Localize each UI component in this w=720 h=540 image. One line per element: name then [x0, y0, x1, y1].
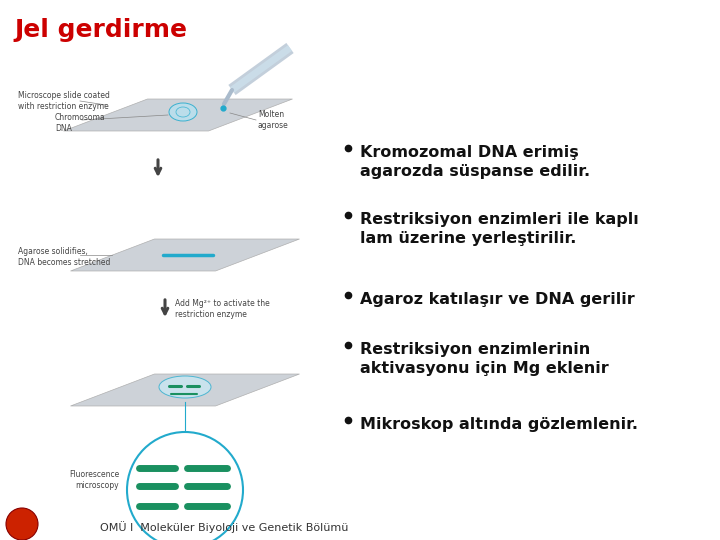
Circle shape [127, 432, 243, 540]
Text: Microscope slide coated
with restriction enzyme: Microscope slide coated with restriction… [18, 91, 110, 111]
Text: Molten
agarose: Molten agarose [258, 110, 289, 130]
Text: Chromosoma
DNA: Chromosoma DNA [55, 113, 106, 133]
Text: Fluorescence
microscopy: Fluorescence microscopy [68, 470, 119, 490]
Circle shape [6, 508, 38, 540]
Text: Agarose solidifies,
DNA becomes stretched: Agarose solidifies, DNA becomes stretche… [18, 247, 110, 267]
Text: Kromozomal DNA erimiş
agarozda süspanse edilir.: Kromozomal DNA erimiş agarozda süspanse … [360, 145, 590, 179]
Text: OMÜ I  Moleküler Biyoloji ve Genetik Bölümü: OMÜ I Moleküler Biyoloji ve Genetik Bölü… [100, 521, 348, 533]
Text: Add Mg²⁺ to activate the
restriction enzyme: Add Mg²⁺ to activate the restriction enz… [175, 299, 270, 319]
Ellipse shape [169, 103, 197, 121]
Polygon shape [63, 99, 292, 131]
Ellipse shape [159, 376, 211, 398]
Text: Restriksiyon enzimlerinin
aktivasyonu için Mg eklenir: Restriksiyon enzimlerinin aktivasyonu iç… [360, 342, 608, 376]
Polygon shape [71, 374, 300, 406]
Text: Agaroz katılaşır ve DNA gerilir: Agaroz katılaşır ve DNA gerilir [360, 292, 635, 307]
Text: Mikroskop altında gözlemlenir.: Mikroskop altında gözlemlenir. [360, 417, 638, 432]
Text: Restriksiyon enzimleri ile kaplı
lam üzerine yerleştirilir.: Restriksiyon enzimleri ile kaplı lam üze… [360, 212, 639, 246]
Polygon shape [71, 239, 300, 271]
Text: Jel gerdirme: Jel gerdirme [14, 18, 187, 42]
